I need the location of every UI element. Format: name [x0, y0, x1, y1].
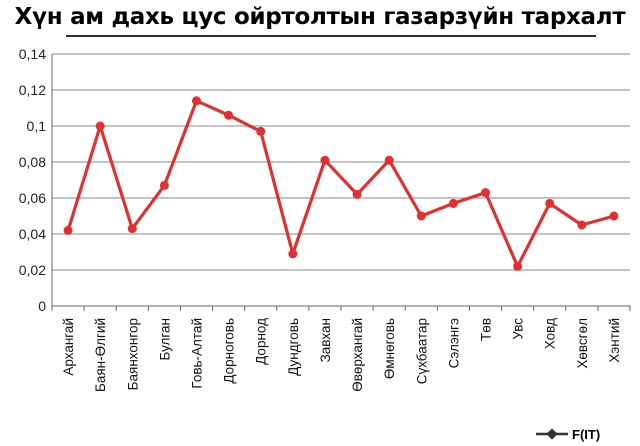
x-tick-label: Баян-Өлгий [93, 318, 108, 392]
gridlines [52, 53, 630, 271]
series-group [63, 96, 619, 271]
data-point [513, 261, 523, 271]
title-underline [66, 35, 596, 37]
data-point [545, 198, 555, 208]
data-point [609, 211, 619, 221]
x-tick-label: Өмнөговь [382, 318, 397, 379]
axes [51, 54, 631, 311]
x-tick-label: Архангай [61, 318, 76, 376]
data-point [448, 198, 458, 208]
data-point [159, 180, 169, 190]
legend-marker-swatch [546, 428, 558, 440]
chart-title: Хүн ам дахь цус ойртолтын газарзүйн тарх… [14, 4, 626, 30]
data-point [288, 249, 298, 259]
y-tick-labels: 0 0,02 0,04 0,06 0,08 0,1 0,12 0,14 [19, 46, 46, 314]
data-point [384, 155, 394, 165]
x-tick-label: Төв [479, 318, 494, 341]
x-tick-label: Дорнод [254, 318, 269, 365]
x-tick-label: Сэлэнгэ [446, 318, 461, 368]
data-point [127, 224, 137, 234]
x-tick-label: Сүхбаатар [414, 318, 429, 384]
y-tick-label: 0 [38, 298, 46, 314]
data-point [416, 211, 426, 221]
series-line [66, 99, 616, 268]
data-point [577, 220, 587, 230]
data-point [95, 121, 105, 131]
data-point [224, 110, 234, 120]
data-point [320, 155, 330, 165]
x-tick-label: Увс [511, 318, 526, 340]
x-tick-label: Дорноговь [222, 318, 237, 384]
x-tick-label: Баянхонгор [125, 318, 140, 390]
x-tick-label: Говь-Алтай [190, 318, 205, 389]
x-tick-label: Булган [157, 318, 172, 360]
data-point [192, 96, 201, 106]
data-point [256, 126, 266, 136]
y-tick-label: 0,06 [19, 190, 46, 206]
data-point [352, 189, 362, 199]
y-tick-label: 0,02 [19, 262, 46, 278]
y-tick-label: 0,1 [27, 118, 47, 134]
y-tick-label: 0,12 [19, 82, 46, 98]
x-tick-labels: Архангай Баян-Өлгий Баянхонгор Булган Говь-А… [61, 318, 622, 392]
x-tick-label: Ховд [543, 318, 558, 349]
x-tick-label: Өвөрхангай [350, 318, 365, 392]
x-tick-label: Хөвсгөл [575, 318, 590, 369]
x-tick-label: Хэнтий [607, 318, 622, 363]
y-tick-label: 0,08 [19, 154, 46, 170]
x-tick-label: Дундговь [286, 318, 301, 376]
data-point [481, 188, 490, 198]
legend: F(IT) [536, 427, 600, 442]
data-point [63, 225, 73, 235]
legend-label: F(IT) [572, 427, 600, 442]
x-tick-label: Завхан [318, 318, 333, 362]
y-tick-label: 0,14 [19, 46, 46, 62]
y-tick-label: 0,04 [19, 226, 46, 242]
